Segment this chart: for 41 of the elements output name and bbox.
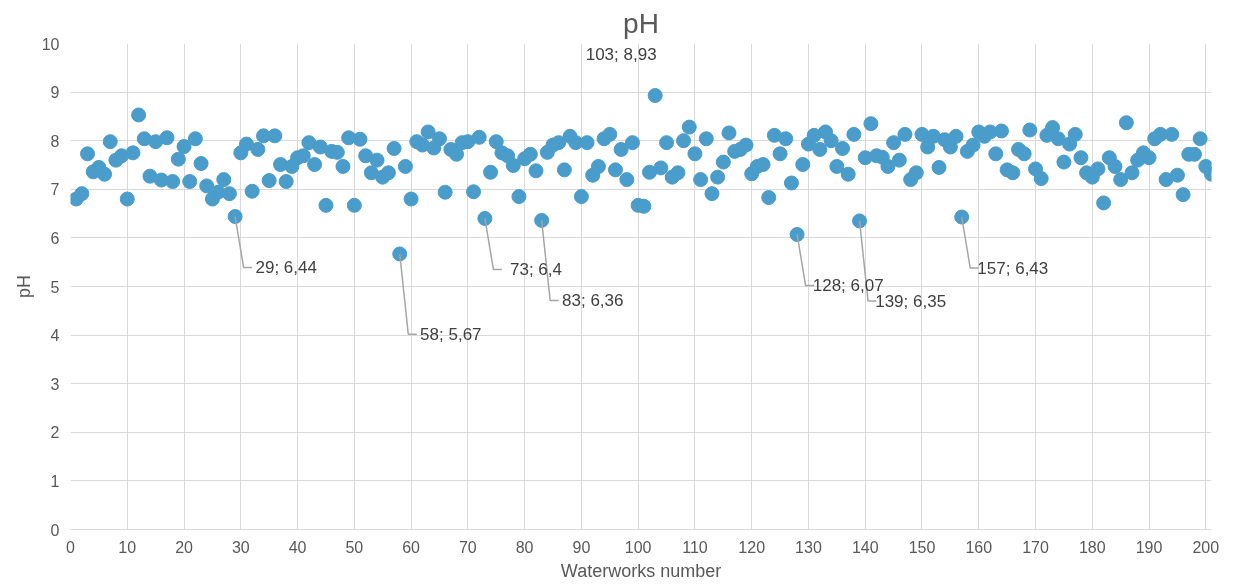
x-tick-label: 140 <box>851 538 879 556</box>
y-tick-label: 6 <box>50 229 60 247</box>
x-tick-label: 80 <box>515 538 534 556</box>
y-tick-label: 8 <box>50 132 60 150</box>
x-tick-label: 160 <box>965 538 993 556</box>
x-tick-label: 10 <box>118 538 137 556</box>
annotation: 83; 6,36 <box>562 291 624 311</box>
x-tick-label: 20 <box>175 538 194 556</box>
x-axis-title: Waterworks number <box>560 560 722 581</box>
y-tick-label: 5 <box>50 278 60 296</box>
x-tick-label: 90 <box>572 538 591 556</box>
x-tick-label: 30 <box>231 538 250 556</box>
x-tick-label: 70 <box>458 538 477 556</box>
y-tick-label: 3 <box>50 375 60 393</box>
x-tick-label: 150 <box>908 538 936 556</box>
chart-title: pH <box>623 7 659 39</box>
y-tick-label: 7 <box>50 181 60 199</box>
x-tick-label: 0 <box>66 538 76 556</box>
annotation: 29; 6,44 <box>255 258 317 278</box>
y-tick-label: 10 <box>41 35 60 53</box>
x-tick-label: 170 <box>1022 538 1049 556</box>
x-tick-label: 180 <box>1078 538 1106 556</box>
x-tick-label: 130 <box>795 538 822 556</box>
x-tick-label: 100 <box>624 538 652 556</box>
y-tick-label: 1 <box>50 472 60 490</box>
annotation: 157; 6,43 <box>977 258 1049 278</box>
annotation: 103; 8,93 <box>585 44 657 64</box>
y-axis-title: pH <box>13 274 34 298</box>
y-tick-label: 0 <box>50 521 60 539</box>
x-tick-label: 200 <box>1192 538 1220 556</box>
y-tick-label: 4 <box>50 327 60 345</box>
x-tick-label: 190 <box>1135 538 1163 556</box>
y-tick-label: 9 <box>50 84 60 102</box>
x-tick-label: 110 <box>682 538 708 556</box>
x-tick-label: 40 <box>288 538 307 556</box>
x-tick-label: 120 <box>738 538 766 556</box>
annotation: 58; 5,67 <box>420 324 482 344</box>
x-tick-label: 50 <box>345 538 364 556</box>
annotation: 73; 6,4 <box>509 259 562 279</box>
y-tick-label: 2 <box>50 424 60 442</box>
x-tick-label: 60 <box>402 538 421 556</box>
